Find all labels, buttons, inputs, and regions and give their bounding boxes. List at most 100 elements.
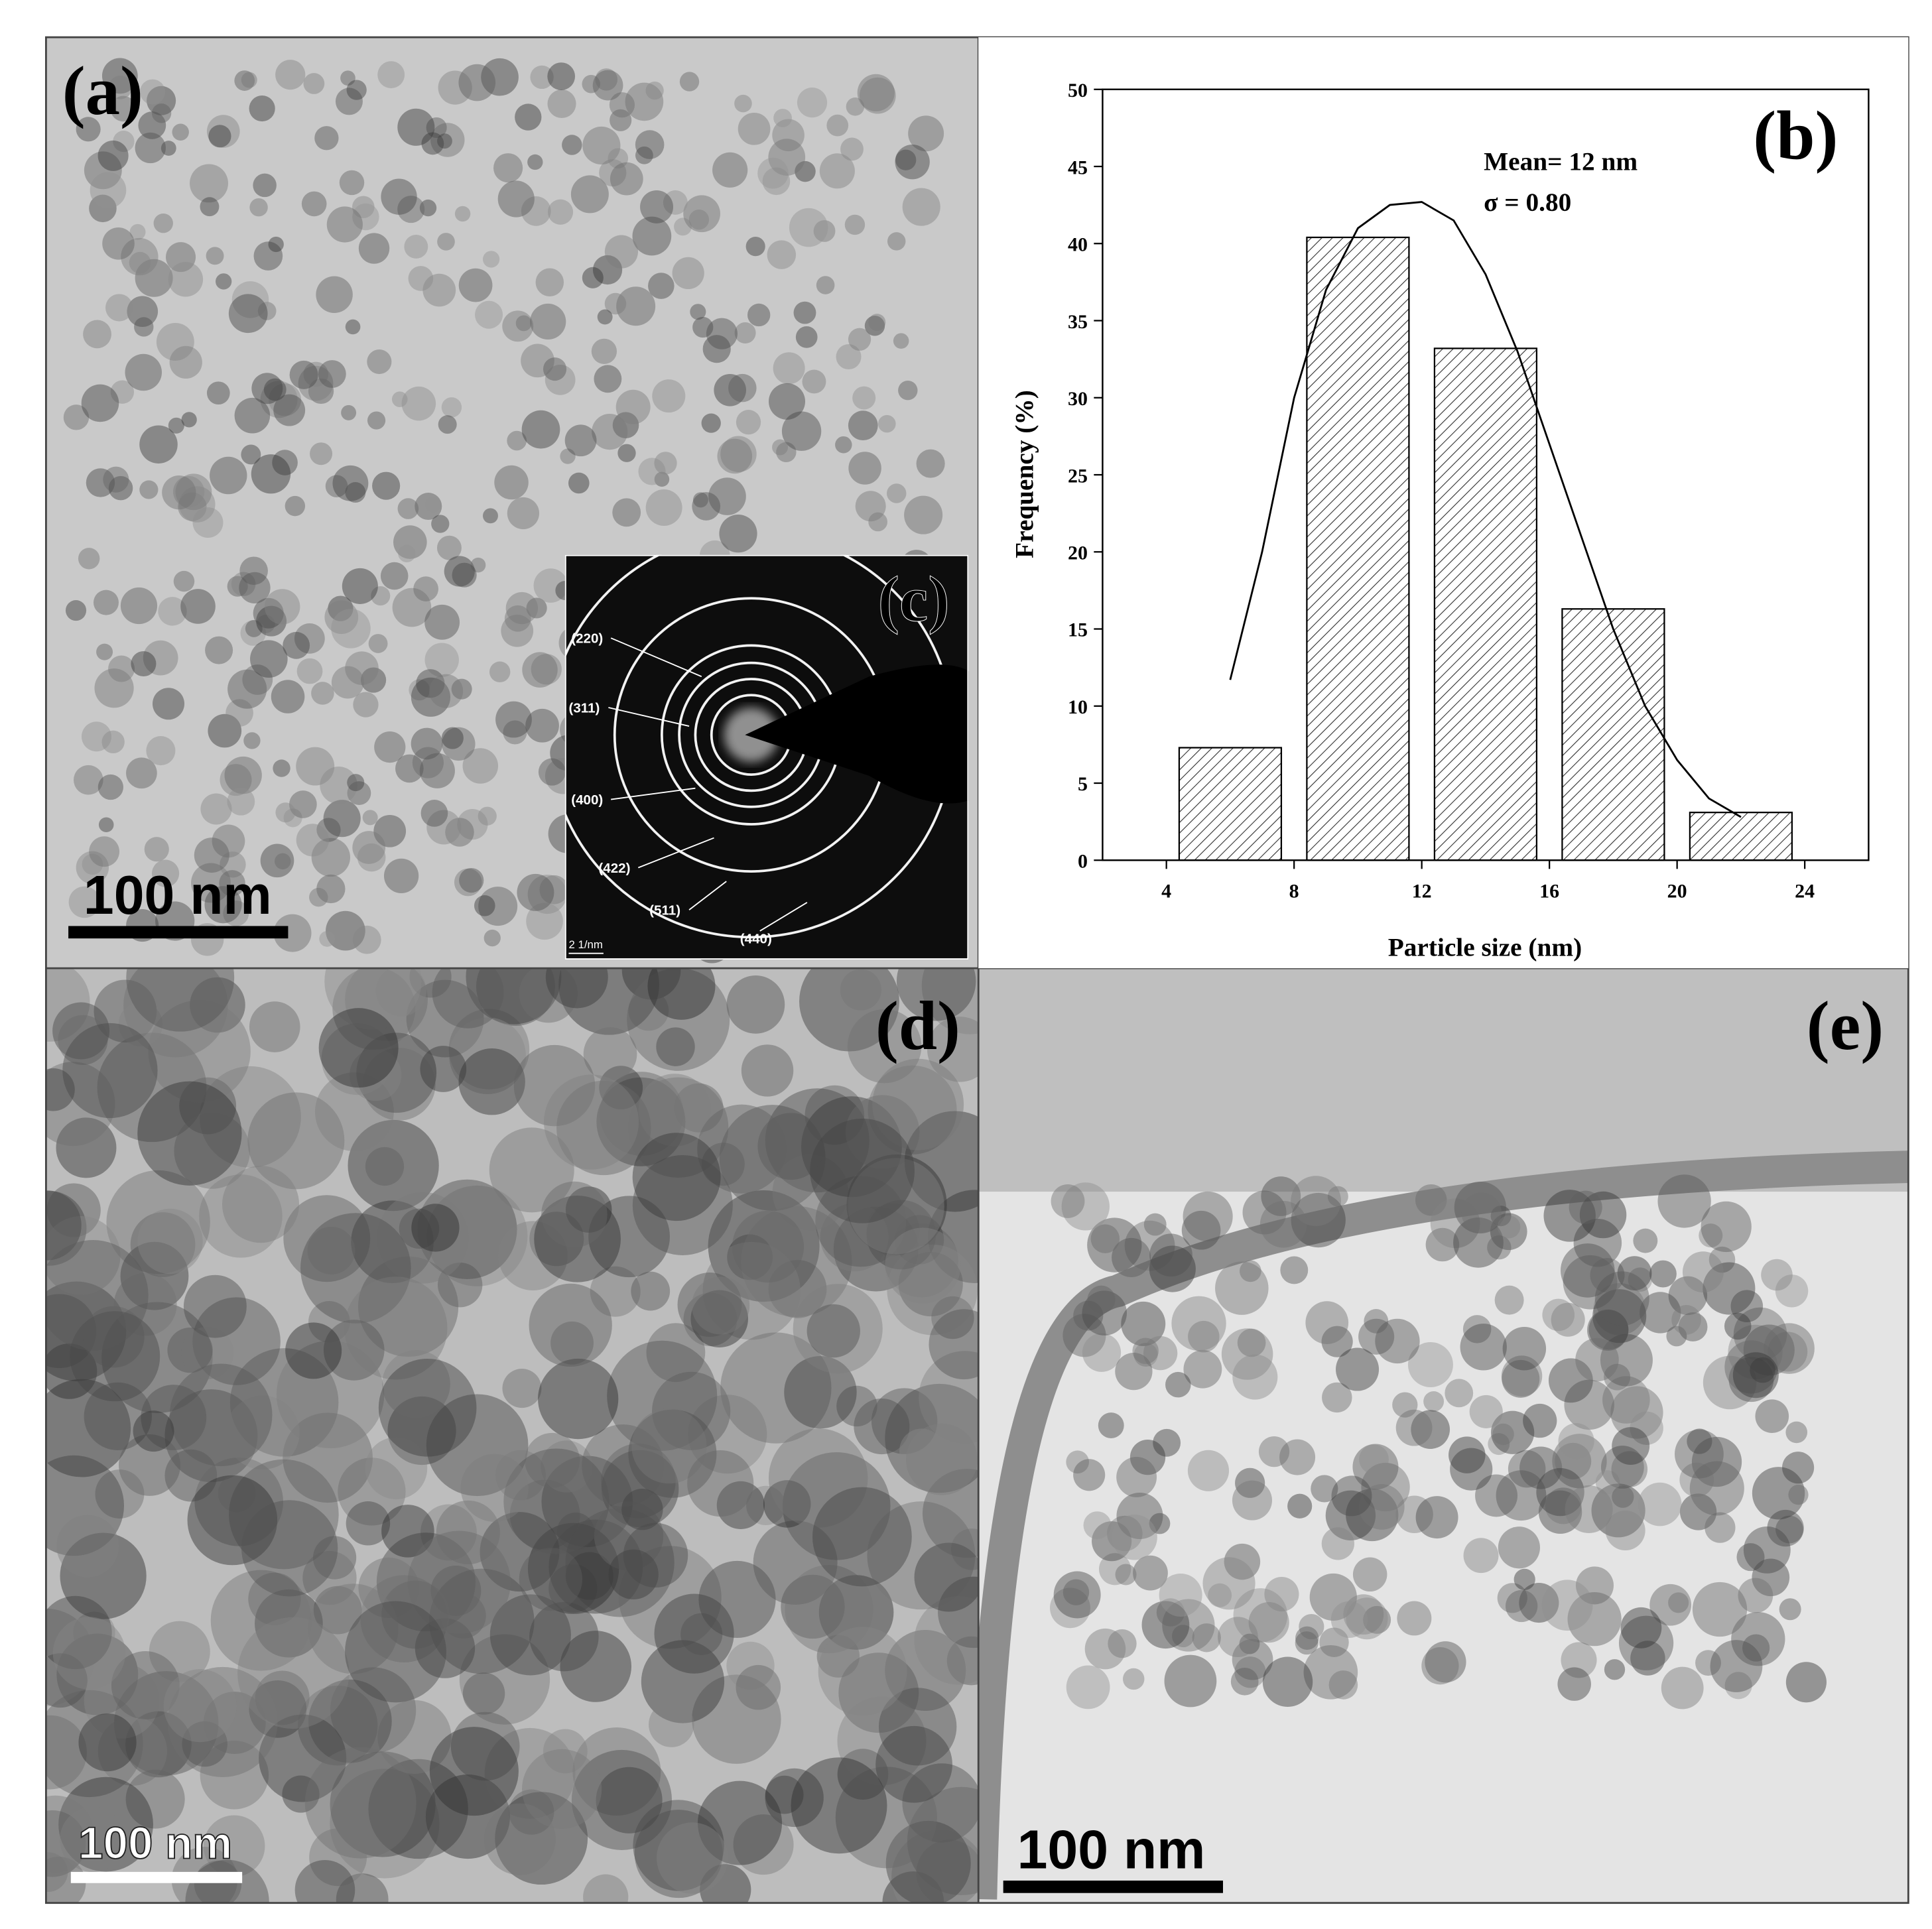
particle [260, 843, 294, 878]
particle [789, 208, 828, 247]
particle [1327, 1186, 1348, 1207]
particle [97, 1032, 207, 1143]
particle [631, 1408, 707, 1484]
particle [1364, 1309, 1389, 1334]
particle [736, 1664, 781, 1710]
particle [249, 95, 275, 122]
particle [1311, 1475, 1338, 1503]
particle [501, 614, 534, 647]
particle [190, 977, 245, 1033]
particle [1617, 1256, 1652, 1290]
particle [1600, 1446, 1644, 1489]
particle [1083, 1511, 1112, 1540]
particle [1618, 1615, 1674, 1670]
particle [283, 808, 302, 828]
particle [868, 1065, 957, 1154]
particle [105, 294, 133, 322]
particle [257, 302, 277, 320]
particle [845, 1095, 920, 1169]
particle [314, 1072, 394, 1152]
particle [1691, 1436, 1742, 1487]
particle [1232, 1480, 1272, 1521]
particle [1242, 1190, 1287, 1235]
annotation: Mean= 12 nm [1484, 147, 1638, 176]
particle [525, 1432, 580, 1488]
particle [110, 380, 135, 404]
particle [914, 1596, 979, 1685]
particle [365, 1147, 405, 1186]
particle [596, 1077, 686, 1166]
particle [674, 218, 692, 236]
particle [1743, 1526, 1791, 1574]
particle [46, 1455, 124, 1556]
particle [78, 1713, 137, 1772]
particle [328, 595, 354, 621]
particle [1202, 1557, 1256, 1610]
particle [206, 247, 224, 265]
particle [558, 968, 659, 1035]
particle [1736, 1543, 1765, 1572]
particle [139, 425, 178, 464]
particle [451, 678, 472, 700]
particle [741, 1206, 852, 1318]
particle [224, 756, 262, 794]
particle [383, 858, 419, 893]
particle [141, 1385, 207, 1451]
particle [714, 373, 746, 406]
particle [864, 316, 885, 336]
particle [885, 1227, 961, 1304]
particle [86, 468, 115, 497]
particle [1764, 1323, 1815, 1374]
particle [591, 338, 617, 364]
particle [352, 925, 381, 954]
particle [621, 1488, 663, 1530]
particle [895, 144, 930, 180]
particle [255, 1670, 310, 1725]
particle [298, 365, 334, 401]
particle [300, 1213, 411, 1324]
particle [430, 1566, 482, 1616]
particle [441, 397, 462, 418]
particle [228, 294, 268, 334]
particle [1633, 1228, 1658, 1253]
particle [847, 1009, 922, 1084]
particle [726, 1641, 775, 1690]
particle [612, 498, 641, 527]
particle [635, 146, 653, 164]
particle [525, 708, 559, 743]
particle [608, 148, 629, 169]
particle [1415, 1184, 1447, 1216]
particle [429, 1727, 519, 1816]
particle [923, 1468, 979, 1558]
particle [1630, 1411, 1663, 1445]
particle [1545, 1487, 1582, 1525]
particle [1066, 1450, 1090, 1474]
particle [547, 199, 574, 225]
particle [1233, 1588, 1288, 1643]
particle [632, 1154, 733, 1255]
particle [654, 452, 677, 475]
particle [297, 1685, 378, 1766]
particle [323, 1320, 385, 1381]
particle [332, 968, 416, 1050]
particle [663, 190, 688, 215]
x-tick-label: 4 [1161, 880, 1171, 902]
particle [347, 781, 371, 805]
particle [757, 1113, 825, 1180]
particle [628, 990, 669, 1031]
particle [296, 658, 323, 684]
particle [362, 1048, 436, 1121]
particle [1594, 1271, 1649, 1326]
particle [426, 1185, 528, 1286]
particle [548, 1519, 643, 1614]
particle [550, 1321, 594, 1365]
particle [283, 631, 310, 659]
particle [46, 1190, 87, 1266]
particle [365, 1437, 428, 1499]
particle [46, 1062, 115, 1147]
particle [137, 1208, 203, 1275]
ring-label: (440) [740, 932, 772, 947]
tem-image-a [46, 37, 979, 969]
particle [147, 86, 176, 115]
particle [898, 381, 918, 401]
